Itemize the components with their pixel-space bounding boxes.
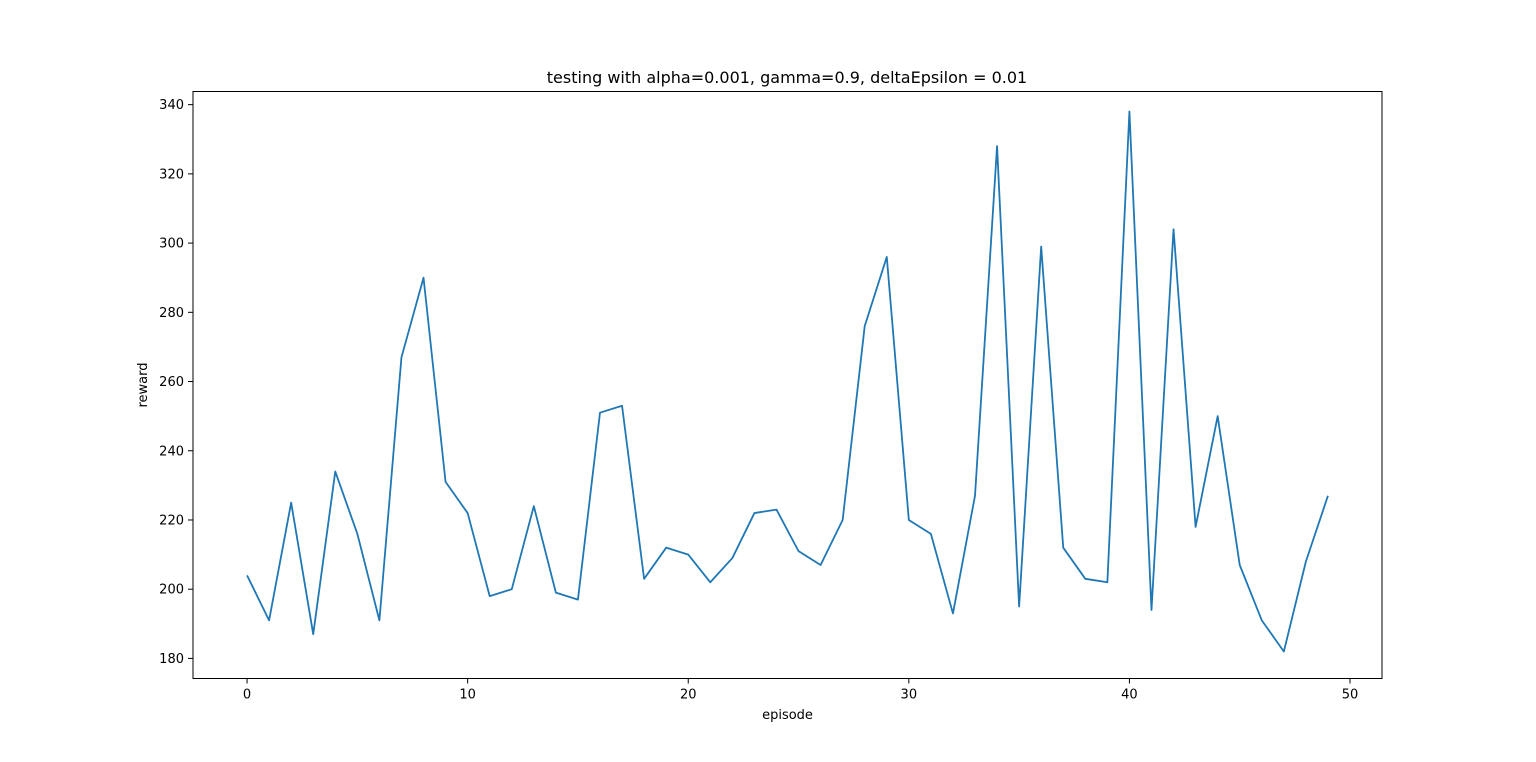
y-tick-label: 340 xyxy=(159,98,184,113)
x-tick-label: 50 xyxy=(1342,688,1359,703)
x-axis-label: episode xyxy=(762,708,813,723)
x-tick-label: 10 xyxy=(459,688,476,703)
x-tick-label: 30 xyxy=(901,688,918,703)
y-tick-label: 280 xyxy=(159,306,184,321)
y-tick-label: 260 xyxy=(159,375,184,390)
x-tick-label: 20 xyxy=(680,688,697,703)
y-tick-label: 180 xyxy=(159,652,184,667)
y-tick-label: 300 xyxy=(159,237,184,252)
chart-title: testing with alpha=0.001, gamma=0.9, del… xyxy=(547,68,1027,87)
plot-frame xyxy=(192,91,1383,679)
y-tick-label: 240 xyxy=(159,444,184,459)
y-tick-label: 320 xyxy=(159,167,184,182)
y-axis-label: reward xyxy=(136,362,151,407)
series-line xyxy=(246,110,1329,653)
y-tick-label: 220 xyxy=(159,513,184,528)
x-tick-label: 40 xyxy=(1121,688,1138,703)
y-tick-label: 200 xyxy=(159,583,184,598)
x-tick-label: 0 xyxy=(243,688,251,703)
